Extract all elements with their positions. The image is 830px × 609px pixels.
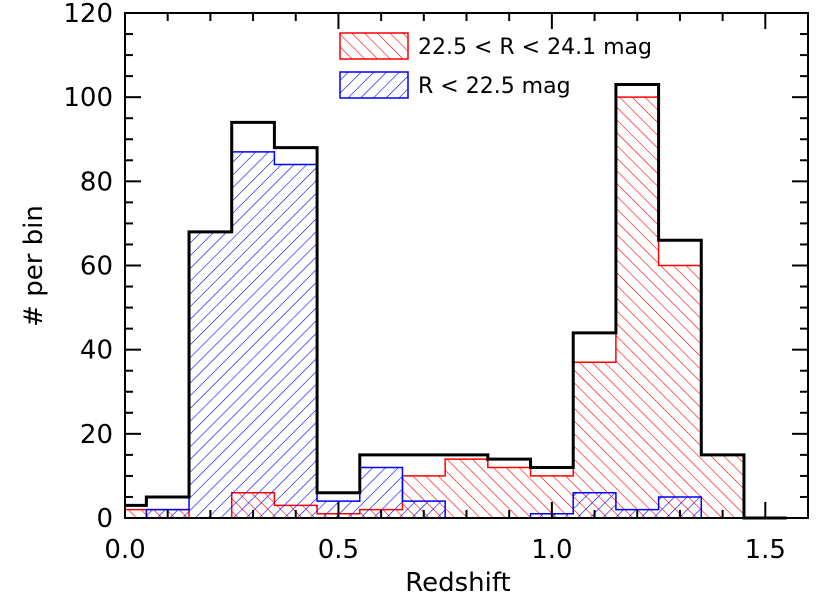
legend-label-faint: 22.5 < R < 24.1 mag <box>418 35 652 60</box>
legend-label-bright: R < 22.5 mag <box>418 74 571 99</box>
y-axis-label: # per bin <box>19 205 49 327</box>
legend-swatch-faint <box>339 32 409 60</box>
legend-swatch-bright <box>339 71 409 99</box>
bar-faint-13 <box>658 265 702 518</box>
y-tick-label: 120 <box>63 0 113 29</box>
x-tick-label: 1.0 <box>531 535 572 565</box>
total-histogram-line <box>125 83 787 520</box>
bar-bright-4 <box>274 164 318 518</box>
x-tick-label: 1.5 <box>745 535 786 565</box>
bars-layer <box>124 83 787 520</box>
bar-bright-2 <box>189 231 232 519</box>
y-tick-label: 60 <box>80 252 113 282</box>
bar-faint-8 <box>445 459 488 518</box>
axes-layer: 0.0 0.5 1.0 1.5 0 20 40 60 80 100 120 <box>63 0 809 565</box>
bar-bright-13 <box>658 496 702 518</box>
bar-faint-14 <box>701 454 744 518</box>
x-axis-label: Redshift <box>405 568 511 598</box>
x-tick-label: 0.0 <box>104 535 145 565</box>
y-tick-label: 40 <box>80 336 113 366</box>
bar-faint-9 <box>487 467 531 518</box>
bar-bright-6 <box>359 467 403 518</box>
bar-bright-3 <box>231 151 275 518</box>
legend: 22.5 < R < 24.1 mag R < 22.5 mag <box>339 32 652 99</box>
bar-bright-7 <box>402 501 446 518</box>
y-tick-label: 20 <box>80 420 113 450</box>
y-tick-label: 0 <box>96 504 113 534</box>
x-tick-label: 0.5 <box>318 535 359 565</box>
y-tick-label: 80 <box>80 167 113 197</box>
bar-faint-0 <box>125 509 147 518</box>
y-tick-label: 100 <box>63 83 113 113</box>
bar-faint-12 <box>615 97 659 519</box>
